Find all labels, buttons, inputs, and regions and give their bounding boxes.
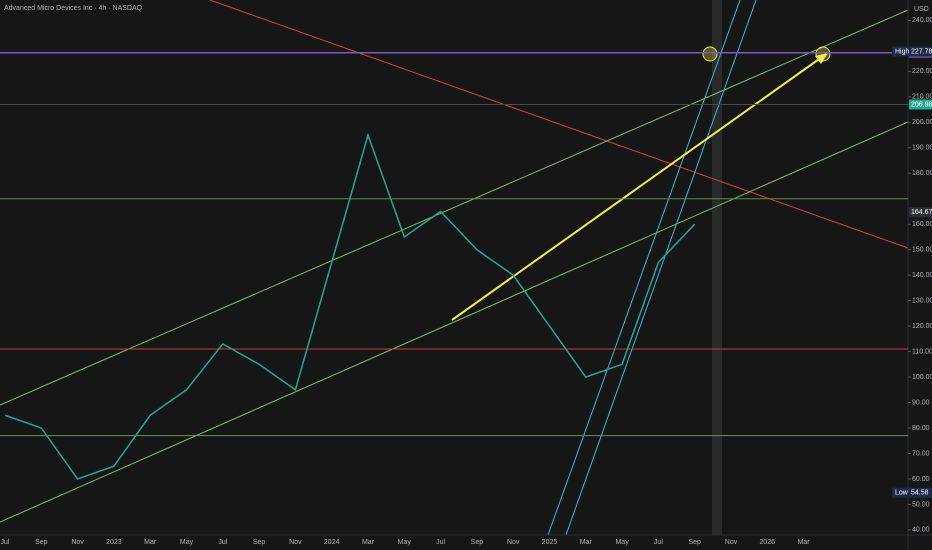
x-tick-label: Nov	[507, 539, 520, 546]
y-tick-label: 200.00	[912, 119, 932, 126]
y-tick-label: 140.00	[912, 272, 932, 279]
price-badge-label: 227.78	[911, 48, 932, 55]
x-tick-label: Nov	[725, 539, 738, 546]
y-tick-label: 100.00	[912, 374, 932, 381]
x-tick-label: Sep	[253, 539, 266, 546]
x-tick-label: Nov	[71, 539, 84, 546]
trend-line	[0, 9, 909, 406]
x-tick-label: Mar	[144, 539, 157, 546]
badge-caption: Low	[895, 490, 909, 497]
price-badge-label: 206.98	[911, 101, 932, 108]
y-tick-label: 70.00	[912, 450, 930, 457]
x-tick-label: Sep	[471, 539, 484, 546]
session-band	[712, 0, 722, 535]
price-badge-label: 164.67	[911, 209, 932, 216]
y-tick-label: 210.00	[912, 94, 932, 101]
x-tick-label: Jul	[654, 539, 663, 546]
price-badge	[892, 46, 932, 57]
x-tick-label: Mar	[362, 539, 375, 546]
y-tick-label: 160.00	[912, 221, 932, 228]
x-tick-label: Mar	[798, 539, 811, 546]
price-badge-label: 54.58	[911, 490, 929, 497]
y-tick-label: 190.00	[912, 145, 932, 152]
trend-line	[565, 0, 757, 536]
x-tick-label: Sep	[688, 539, 701, 546]
marker-circle	[702, 46, 718, 62]
y-tick-label: 90.00	[912, 399, 930, 406]
x-tick-label: May	[398, 539, 412, 546]
price-line	[4, 132, 696, 480]
x-tick-label: Nov	[289, 539, 302, 546]
price-badge	[909, 99, 932, 110]
x-tick-label: May	[180, 539, 194, 546]
y-tick-label: 120.00	[912, 323, 932, 330]
x-tick-label: 2025	[542, 539, 558, 546]
x-tick-label: 2024	[324, 539, 340, 546]
marker-circle	[815, 46, 831, 62]
y-tick-label: 150.00	[912, 247, 932, 254]
x-tick-label: Mar	[580, 539, 593, 546]
y-tick-label: 50.00	[912, 501, 930, 508]
trend-line	[547, 0, 741, 536]
x-tick-label: Jul	[1, 539, 10, 546]
y-tick-label: 240.00	[912, 17, 932, 24]
trend-line	[0, 121, 909, 523]
currency-label: USD	[914, 6, 929, 13]
x-tick-label: 2026	[760, 539, 776, 546]
y-tick-label: 180.00	[912, 170, 932, 177]
y-tick-label: 40.00	[912, 527, 930, 534]
price-badge	[909, 207, 932, 218]
x-tick-label: 2023	[106, 539, 122, 546]
y-tick-label: 80.00	[912, 425, 930, 432]
price-badge	[892, 487, 932, 498]
badge-caption: High	[895, 48, 910, 55]
y-tick-label: 110.00	[912, 348, 932, 355]
y-tick-label: 130.00	[912, 297, 932, 304]
y-tick-label: 60.00	[912, 476, 930, 483]
trend-line	[209, 0, 909, 249]
x-tick-label: May	[615, 539, 629, 546]
arrow-head	[815, 53, 828, 64]
x-tick-label: Sep	[35, 539, 48, 546]
chart-title: Advanced Micro Devices Inc · 4h · NASDAQ	[4, 5, 143, 12]
x-tick-label: Jul	[218, 539, 227, 546]
y-tick-label: 220.00	[912, 68, 932, 75]
x-tick-label: Jul	[436, 539, 445, 546]
